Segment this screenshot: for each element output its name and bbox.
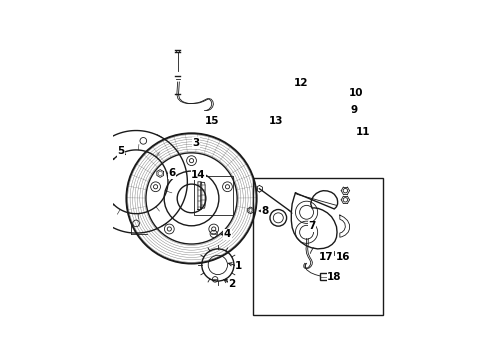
Text: 17: 17 bbox=[318, 252, 333, 262]
Text: 16: 16 bbox=[335, 252, 350, 262]
Text: 14: 14 bbox=[191, 170, 206, 180]
Text: 10: 10 bbox=[349, 88, 364, 98]
Text: 9: 9 bbox=[350, 105, 357, 115]
Text: 8: 8 bbox=[261, 206, 269, 216]
Text: 1: 1 bbox=[235, 261, 242, 271]
Bar bbox=[320, 273, 332, 280]
Text: 4: 4 bbox=[224, 229, 231, 239]
Text: 6: 6 bbox=[169, 168, 176, 179]
Text: 5: 5 bbox=[117, 146, 124, 156]
Bar bbox=[195, 176, 233, 215]
Bar bbox=[253, 177, 383, 315]
Text: 3: 3 bbox=[192, 138, 199, 148]
Text: 18: 18 bbox=[327, 273, 342, 283]
Text: 13: 13 bbox=[269, 116, 283, 126]
Text: 12: 12 bbox=[294, 78, 308, 89]
Text: 11: 11 bbox=[356, 127, 370, 137]
Text: 7: 7 bbox=[308, 221, 316, 231]
Text: 15: 15 bbox=[204, 116, 219, 126]
Text: 2: 2 bbox=[228, 279, 235, 289]
